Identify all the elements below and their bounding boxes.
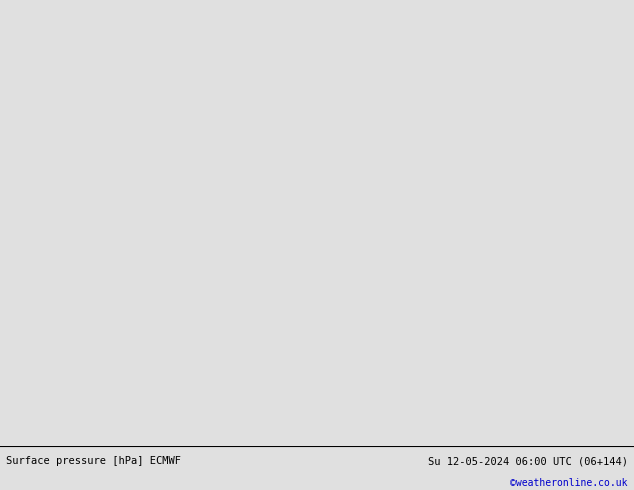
Text: Su 12-05-2024 06:00 UTC (06+144): Su 12-05-2024 06:00 UTC (06+144) <box>428 456 628 466</box>
Text: ©weatheronline.co.uk: ©weatheronline.co.uk <box>510 478 628 489</box>
Text: Surface pressure [hPa] ECMWF: Surface pressure [hPa] ECMWF <box>6 456 181 466</box>
